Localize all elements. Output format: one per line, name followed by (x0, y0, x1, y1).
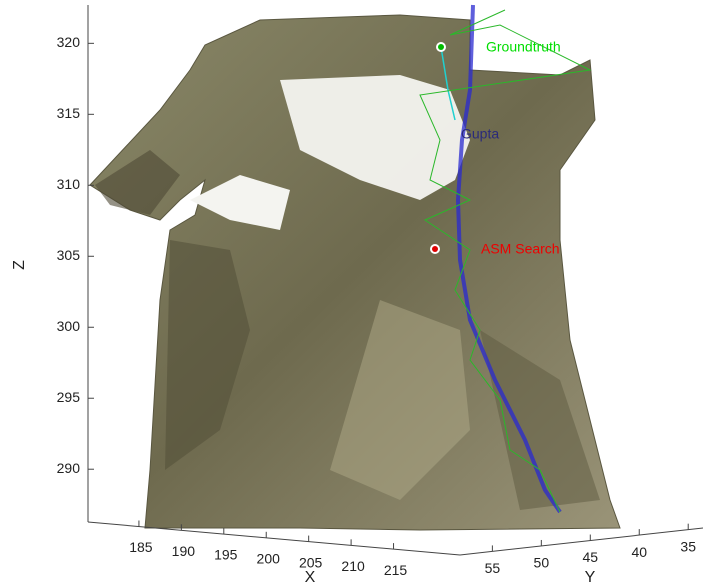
isosurface (90, 15, 620, 530)
z-tick-label: 300 (57, 318, 81, 334)
z-tick-label: 315 (57, 105, 81, 121)
x-tick-label: 195 (214, 547, 238, 563)
annotation: Gupta (461, 126, 499, 142)
y-tick-label: 40 (631, 544, 647, 560)
chart: X Y Z 290 295 300 305 310 315 320 185 190 195 200 2… (0, 0, 703, 588)
annotation: Groundtruth (486, 39, 561, 55)
x-tick-label: 215 (384, 562, 408, 578)
x-tick-label: 190 (172, 543, 196, 559)
z-label: Z (11, 260, 28, 270)
x-tick-label: 185 (129, 539, 153, 555)
x-tick-label: 200 (257, 551, 281, 567)
z-tick-label: 305 (57, 247, 81, 263)
z-tick-label: 295 (57, 389, 81, 405)
y-tick-label: 55 (485, 560, 501, 576)
z-tick-label: 290 (57, 460, 81, 476)
marker (438, 44, 444, 50)
annotation: ASM Search (481, 241, 560, 257)
y-tick-label: 50 (534, 555, 550, 571)
x-label: X (305, 569, 316, 586)
z-tick-label: 320 (57, 34, 81, 50)
y-axis (460, 528, 703, 555)
z-tick-label: 310 (57, 176, 81, 192)
marker (432, 246, 438, 252)
y-label: Y (585, 569, 596, 586)
y-tick-label: 35 (680, 538, 696, 554)
x-tick-label: 205 (299, 554, 323, 570)
x-tick-label: 210 (341, 558, 365, 574)
y-tick-label: 45 (583, 549, 599, 565)
